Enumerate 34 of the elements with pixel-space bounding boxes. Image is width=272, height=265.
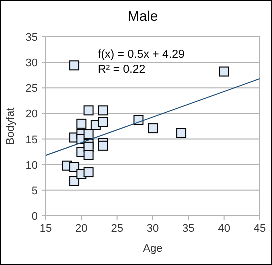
y-tick-label: 20	[26, 108, 38, 121]
point	[70, 162, 80, 172]
x-tick-label: 15	[40, 223, 52, 235]
y-tick-label: 10	[26, 160, 38, 172]
x-tick-label: 45	[254, 223, 266, 235]
point	[84, 150, 94, 160]
point	[76, 118, 87, 129]
point	[70, 60, 80, 71]
point	[84, 106, 94, 116]
point	[98, 140, 108, 151]
point	[84, 168, 94, 178]
point	[176, 128, 187, 138]
y-axis-title: Bodyfat	[5, 108, 17, 146]
x-axis-title: Age	[143, 243, 163, 255]
annotation: f(x) = 0.5x + 4.29	[98, 49, 185, 61]
y-tick-label: 15	[26, 134, 38, 146]
x-tick-label: 30	[146, 223, 160, 235]
annotation: R² = 0.22	[98, 64, 146, 76]
x-tick-label: 40	[218, 223, 230, 235]
point	[148, 124, 158, 134]
x-tick-label: 35	[182, 223, 195, 235]
x-tick-label: 20	[76, 223, 88, 235]
x-tick-label: 25	[111, 223, 124, 235]
y-tick-label: 5	[32, 185, 38, 198]
y-tick-label: 25	[26, 83, 38, 96]
point	[70, 176, 80, 186]
chart-title: Male	[128, 8, 158, 24]
y-tick-label: 0	[32, 211, 38, 223]
point	[98, 117, 108, 128]
point	[219, 66, 230, 77]
y-tick-label: 35	[26, 32, 38, 44]
y-tick-label: 30	[26, 58, 38, 70]
point	[84, 129, 94, 140]
point	[98, 106, 108, 116]
